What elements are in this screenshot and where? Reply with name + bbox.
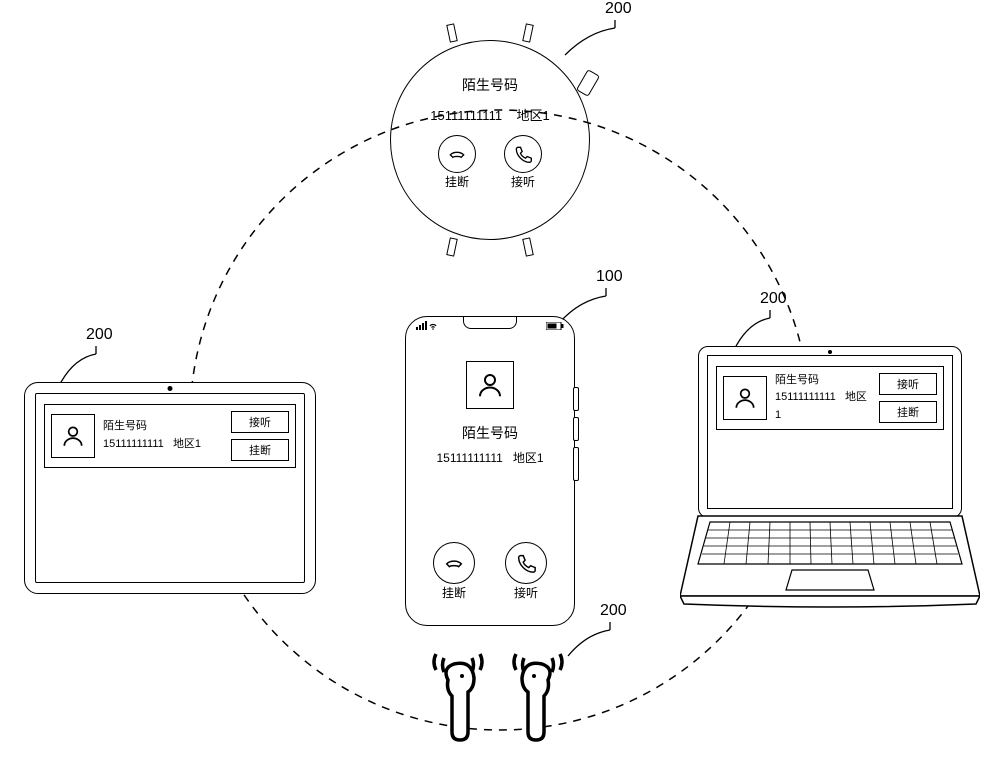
tablet-answer-button[interactable]: 接听 [231, 411, 289, 433]
watch-face: 陌生号码 15111111111 地区1 挂断 [390, 40, 590, 240]
phone-answer-button[interactable] [505, 542, 547, 584]
tablet-hangup-button[interactable]: 挂断 [231, 439, 289, 461]
phone-side-button [573, 387, 579, 411]
watch-caller-title: 陌生号码 [391, 75, 589, 95]
laptop-screen: 陌生号码 15111111111 地区1 接听 挂断 [707, 355, 953, 509]
tablet-call-card: 陌生号码 15111111111 地区1 接听 挂断 [44, 404, 296, 468]
phone-hangup-button[interactable] [433, 542, 475, 584]
battery-icon [546, 322, 564, 330]
laptop-caller-title: 陌生号码 [775, 372, 871, 390]
laptop-camera [828, 350, 832, 354]
phone-answer-label: 接听 [505, 584, 547, 601]
phone-hangup-label: 挂断 [433, 584, 475, 601]
person-icon [60, 423, 86, 449]
phone-caller-title: 陌生号码 [406, 423, 574, 443]
signal-icon [416, 321, 438, 331]
watch-hangup-button[interactable] [438, 135, 476, 173]
laptop-avatar [723, 376, 767, 420]
person-icon [475, 370, 505, 400]
phone-caller-number: 15111111111 [437, 451, 503, 465]
watch-button-row: 挂断 接听 [391, 135, 589, 190]
laptop-caller-number: 15111111111 [775, 391, 836, 403]
laptop-screen-bezel: 陌生号码 15111111111 地区1 接听 挂断 [698, 346, 962, 518]
tablet-caller-title: 陌生号码 [103, 418, 223, 436]
watch-answer-label: 接听 [504, 173, 542, 190]
tablet-screen: 陌生号码 15111111111 地区1 接听 挂断 [35, 393, 305, 583]
tablet-actions: 接听 挂断 [231, 411, 289, 461]
earbuds-icon [418, 640, 578, 760]
laptop-base [680, 514, 980, 624]
tablet-camera [168, 386, 173, 391]
device-watch: 陌生号码 15111111111 地区1 挂断 [390, 40, 590, 240]
watch-hangup-label: 挂断 [438, 173, 476, 190]
phone-status-bar [416, 321, 564, 331]
watch-caller-number: 15111111111 [430, 108, 502, 123]
tablet-caller-region: 地区1 [173, 438, 201, 450]
watch-caller-region: 地区1 [517, 108, 550, 123]
laptop-call-info: 陌生号码 15111111111 地区1 [775, 372, 871, 425]
watch-caller-number-row: 15111111111 地区1 [391, 105, 589, 124]
phone-icon [515, 552, 537, 574]
phone-down-icon [447, 144, 467, 164]
phone-caller-sub: 15111111111 地区1 [406, 449, 574, 466]
phone-caller-region: 地区1 [513, 451, 544, 465]
laptop-actions: 接听 挂断 [879, 373, 937, 423]
device-tablet: 陌生号码 15111111111 地区1 接听 挂断 [24, 382, 316, 594]
device-laptop: 陌生号码 15111111111 地区1 接听 挂断 [680, 346, 980, 606]
laptop-hangup-button[interactable]: 挂断 [879, 401, 937, 423]
device-earbuds [418, 640, 578, 750]
phone-icon [513, 144, 533, 164]
watch-answer-button[interactable] [504, 135, 542, 173]
device-phone: 陌生号码 15111111111 地区1 挂断 [405, 316, 575, 626]
phone-down-icon [443, 552, 465, 574]
person-icon [732, 385, 758, 411]
tablet-call-info: 陌生号码 15111111111 地区1 [103, 418, 223, 453]
laptop-call-card: 陌生号码 15111111111 地区1 接听 挂断 [716, 366, 944, 430]
diagram-canvas: 200 100 200 200 200 陌生号码 15111111111 [0, 0, 1000, 766]
laptop-answer-button[interactable]: 接听 [879, 373, 937, 395]
phone-body: 陌生号码 15111111111 地区1 挂断 [405, 316, 575, 626]
phone-button-row: 挂断 接听 [406, 542, 574, 601]
phone-avatar [466, 361, 514, 409]
tablet-caller-number: 15111111111 [103, 438, 164, 450]
tablet-avatar [51, 414, 95, 458]
ref-label-earbuds: 200 [600, 602, 627, 620]
